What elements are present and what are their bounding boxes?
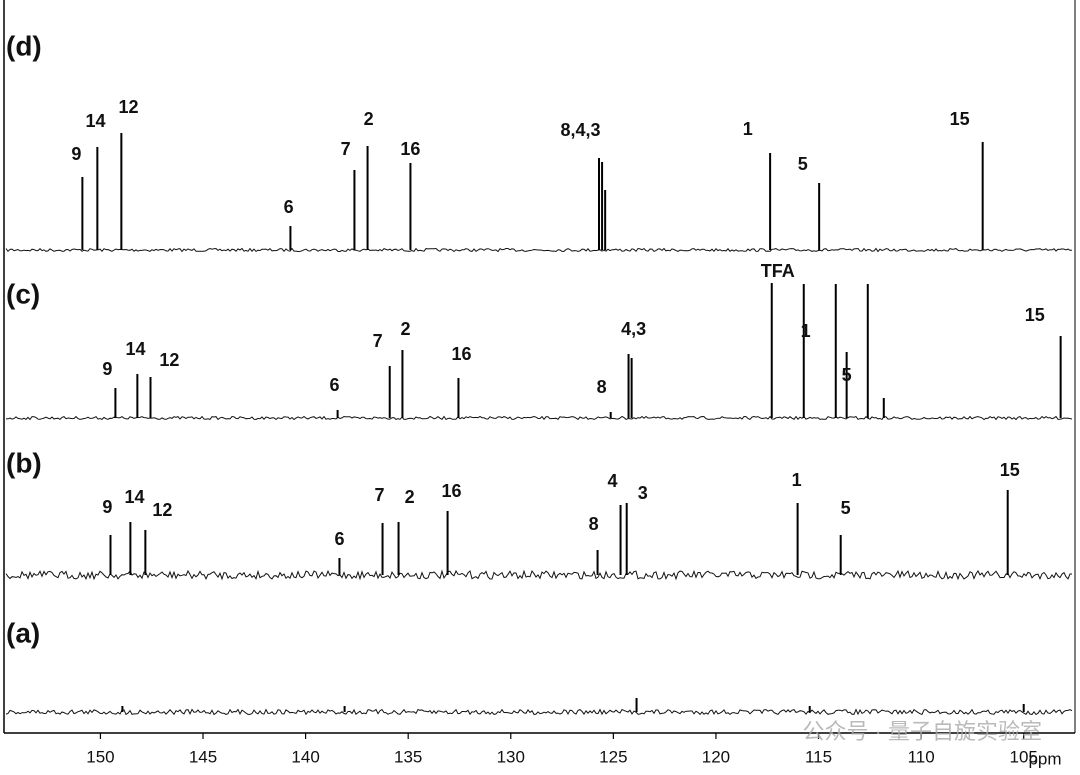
- peak-label: 5: [841, 498, 851, 518]
- peak-label: 1: [801, 321, 811, 341]
- peak-label: 12: [152, 500, 172, 520]
- peak-label: 2: [401, 319, 411, 339]
- x-tick-label: 125: [599, 747, 627, 766]
- peak-label: 4,3: [621, 319, 646, 339]
- peak-label: 3: [638, 483, 648, 503]
- x-tick-label: 130: [497, 747, 525, 766]
- panel-label: (a): [6, 617, 40, 648]
- baseline-noise: [5, 247, 1073, 253]
- peak-label: 16: [452, 344, 472, 364]
- peak-label: 16: [441, 481, 461, 501]
- baseline-noise: [5, 569, 1072, 581]
- peak-label: 6: [284, 197, 294, 217]
- x-tick-label: 105: [1010, 747, 1038, 766]
- watermark: 公众号 · 量子自旋实验室: [802, 719, 1042, 744]
- x-tick-label: 145: [189, 747, 217, 766]
- peak-label: 7: [374, 485, 384, 505]
- peak-label: 15: [950, 109, 970, 129]
- peak-label: 8,4,3: [561, 120, 601, 140]
- peak-label: 9: [102, 359, 112, 379]
- baseline-noise: [5, 415, 1073, 421]
- panel-label: (b): [6, 447, 42, 478]
- peak-label: 16: [400, 139, 420, 159]
- peak-label: 5: [798, 154, 808, 174]
- baseline-noise: [5, 708, 1073, 716]
- x-tick-label: 115: [805, 747, 832, 766]
- peak-label: 7: [373, 331, 383, 351]
- peak-label: 4: [608, 471, 618, 491]
- x-tick-label: 140: [291, 747, 319, 766]
- x-axis-label: ppm: [1028, 749, 1061, 768]
- peak-label: 1: [743, 119, 753, 139]
- peak-label: 12: [159, 350, 179, 370]
- peak-label: 2: [364, 109, 374, 129]
- peak-label: 8: [597, 377, 607, 397]
- x-tick-label: 120: [702, 747, 730, 766]
- peak-label: 9: [102, 497, 112, 517]
- panel-label: (d): [6, 30, 42, 61]
- x-tick-label: 135: [394, 747, 422, 766]
- peak-label: 15: [1025, 305, 1045, 325]
- peak-label: 1: [792, 470, 802, 490]
- peak-label: TFA: [761, 261, 795, 281]
- peak-label: 6: [330, 375, 340, 395]
- peak-label: 6: [334, 529, 344, 549]
- panel-label: (c): [6, 278, 40, 309]
- peak-label: 14: [85, 111, 105, 131]
- peak-label: 5: [842, 365, 852, 385]
- peak-label: 15: [1000, 460, 1020, 480]
- peak-label: 2: [405, 487, 415, 507]
- x-tick-label: 150: [86, 747, 114, 766]
- peak-label: 8: [589, 514, 599, 534]
- x-tick-label: 110: [908, 747, 935, 766]
- peak-label: 12: [119, 97, 139, 117]
- peak-label: 7: [341, 139, 351, 159]
- peak-label: 14: [125, 339, 145, 359]
- peak-label: 14: [124, 487, 144, 507]
- peak-label: 9: [71, 144, 81, 164]
